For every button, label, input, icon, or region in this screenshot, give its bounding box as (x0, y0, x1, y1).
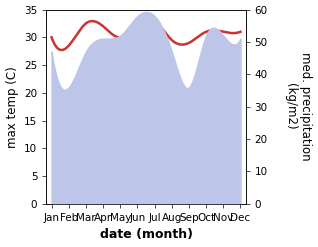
X-axis label: date (month): date (month) (100, 228, 192, 242)
Y-axis label: max temp (C): max temp (C) (5, 66, 18, 148)
Y-axis label: med. precipitation
(kg/m2): med. precipitation (kg/m2) (284, 52, 313, 161)
